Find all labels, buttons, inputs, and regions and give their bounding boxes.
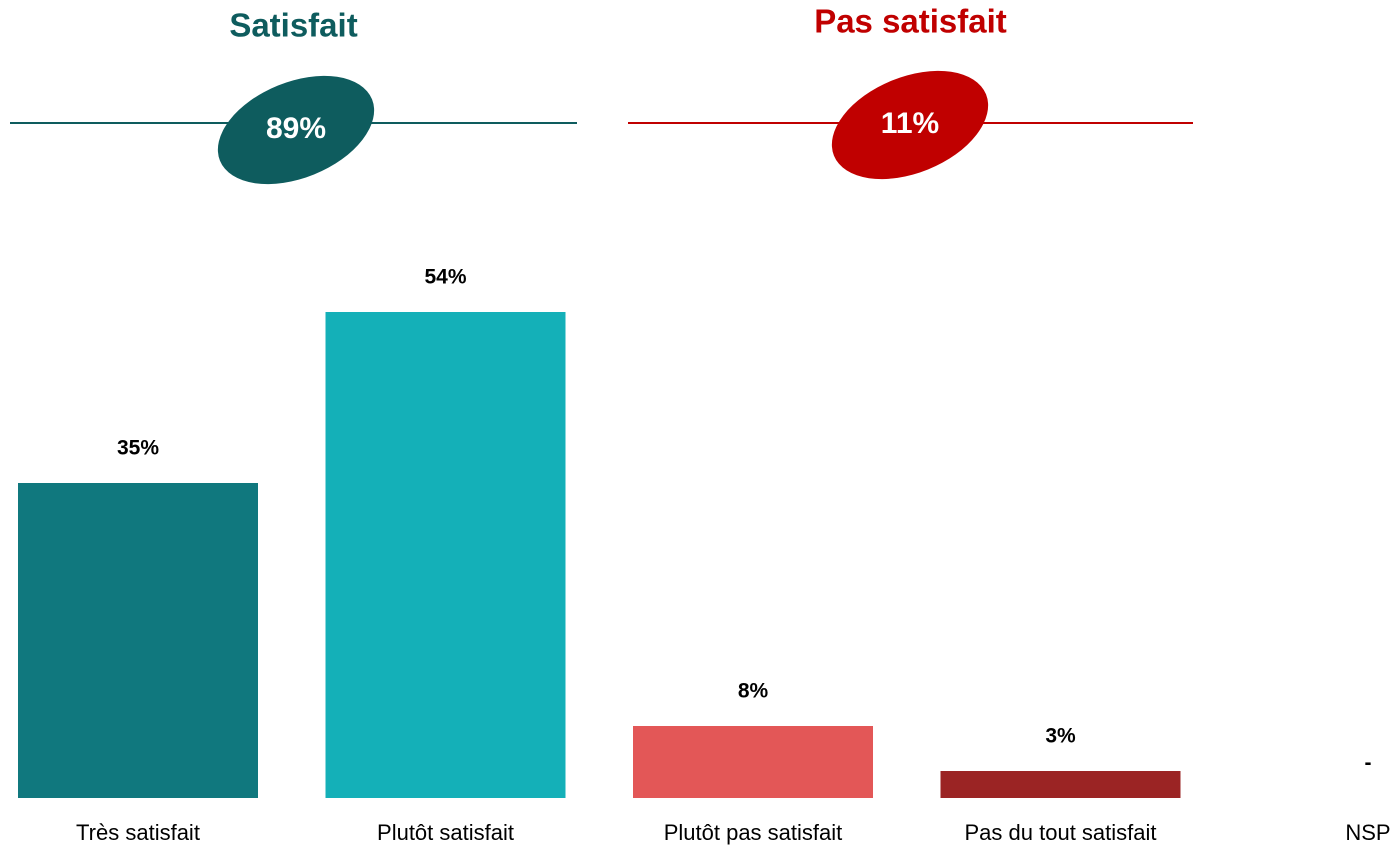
x-tick-label: NSP	[1345, 820, 1390, 845]
group-value: 11%	[881, 107, 939, 140]
bar	[940, 771, 1181, 798]
x-tick-label: Pas du tout satisfait	[965, 820, 1157, 845]
value-label: 8%	[738, 680, 769, 703]
value-label: 35%	[117, 437, 159, 460]
group-title: Pas satisfait	[814, 3, 1007, 40]
group-value: 89%	[266, 112, 326, 145]
value-label: -	[1365, 752, 1372, 775]
group-badge	[217, 75, 375, 185]
bar	[325, 312, 566, 798]
bar	[18, 483, 258, 798]
value-label: 3%	[1045, 725, 1076, 748]
group-badge	[831, 70, 989, 180]
x-tick-label: Très satisfait	[76, 820, 200, 845]
value-label: 54%	[424, 266, 466, 289]
x-tick-label: Plutôt pas satisfait	[664, 820, 843, 845]
x-tick-label: Plutôt satisfait	[377, 820, 514, 845]
group-title: Satisfait	[229, 7, 357, 44]
bar	[633, 726, 873, 798]
